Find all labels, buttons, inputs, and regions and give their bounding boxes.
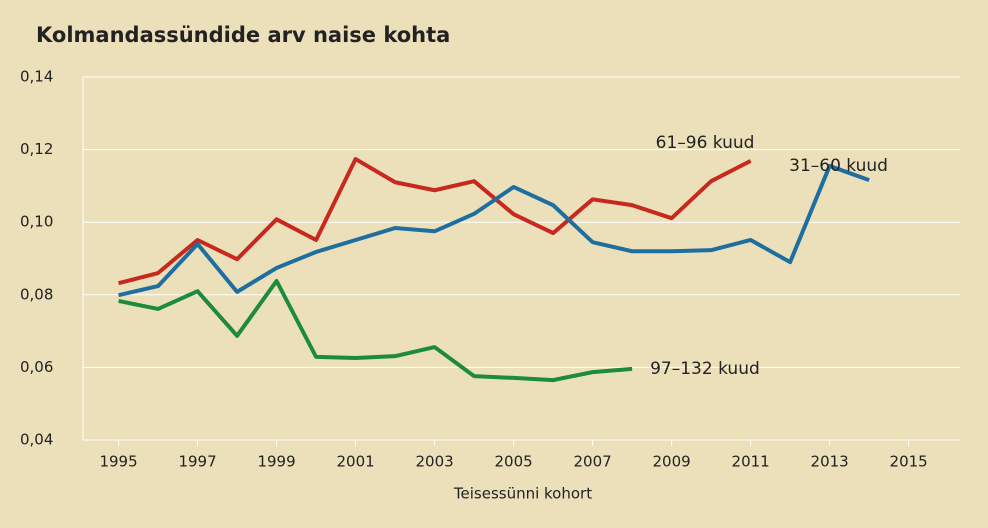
y-tick-label: 0,10 [20, 213, 53, 231]
y-tick-label: 0,08 [20, 285, 53, 303]
series-label: 97–132 kuud [650, 359, 760, 379]
y-tick-label: 0,06 [20, 358, 53, 376]
series-line [118, 157, 752, 286]
x-tick-label: 2013 [811, 453, 849, 471]
x-tick-label: 2007 [574, 453, 612, 471]
series-line [118, 279, 633, 383]
x-tick-label: 1995 [99, 453, 137, 471]
series-label: 61–96 kuud [656, 133, 755, 153]
x-tick-label: 2009 [653, 453, 691, 471]
y-tick-label: 0,12 [20, 140, 53, 158]
y-tick-label: 0,04 [20, 431, 53, 449]
series-line [118, 163, 870, 298]
x-tick-label: 2015 [890, 453, 928, 471]
series-label: 31–60 kuud [789, 156, 888, 176]
y-tick-label: 0,14 [20, 68, 53, 86]
x-tick-label: 1997 [178, 453, 216, 471]
x-tick-label: 2005 [495, 453, 533, 471]
chart-title: Kolmandassündide arv naise kohta [36, 23, 450, 47]
x-tick-label: 2011 [732, 453, 770, 471]
x-axis-label: Teisessünni kohort [453, 485, 592, 503]
x-tick-label: 2003 [415, 453, 453, 471]
x-tick-label: 1999 [257, 453, 295, 471]
x-tick-label: 2001 [336, 453, 374, 471]
